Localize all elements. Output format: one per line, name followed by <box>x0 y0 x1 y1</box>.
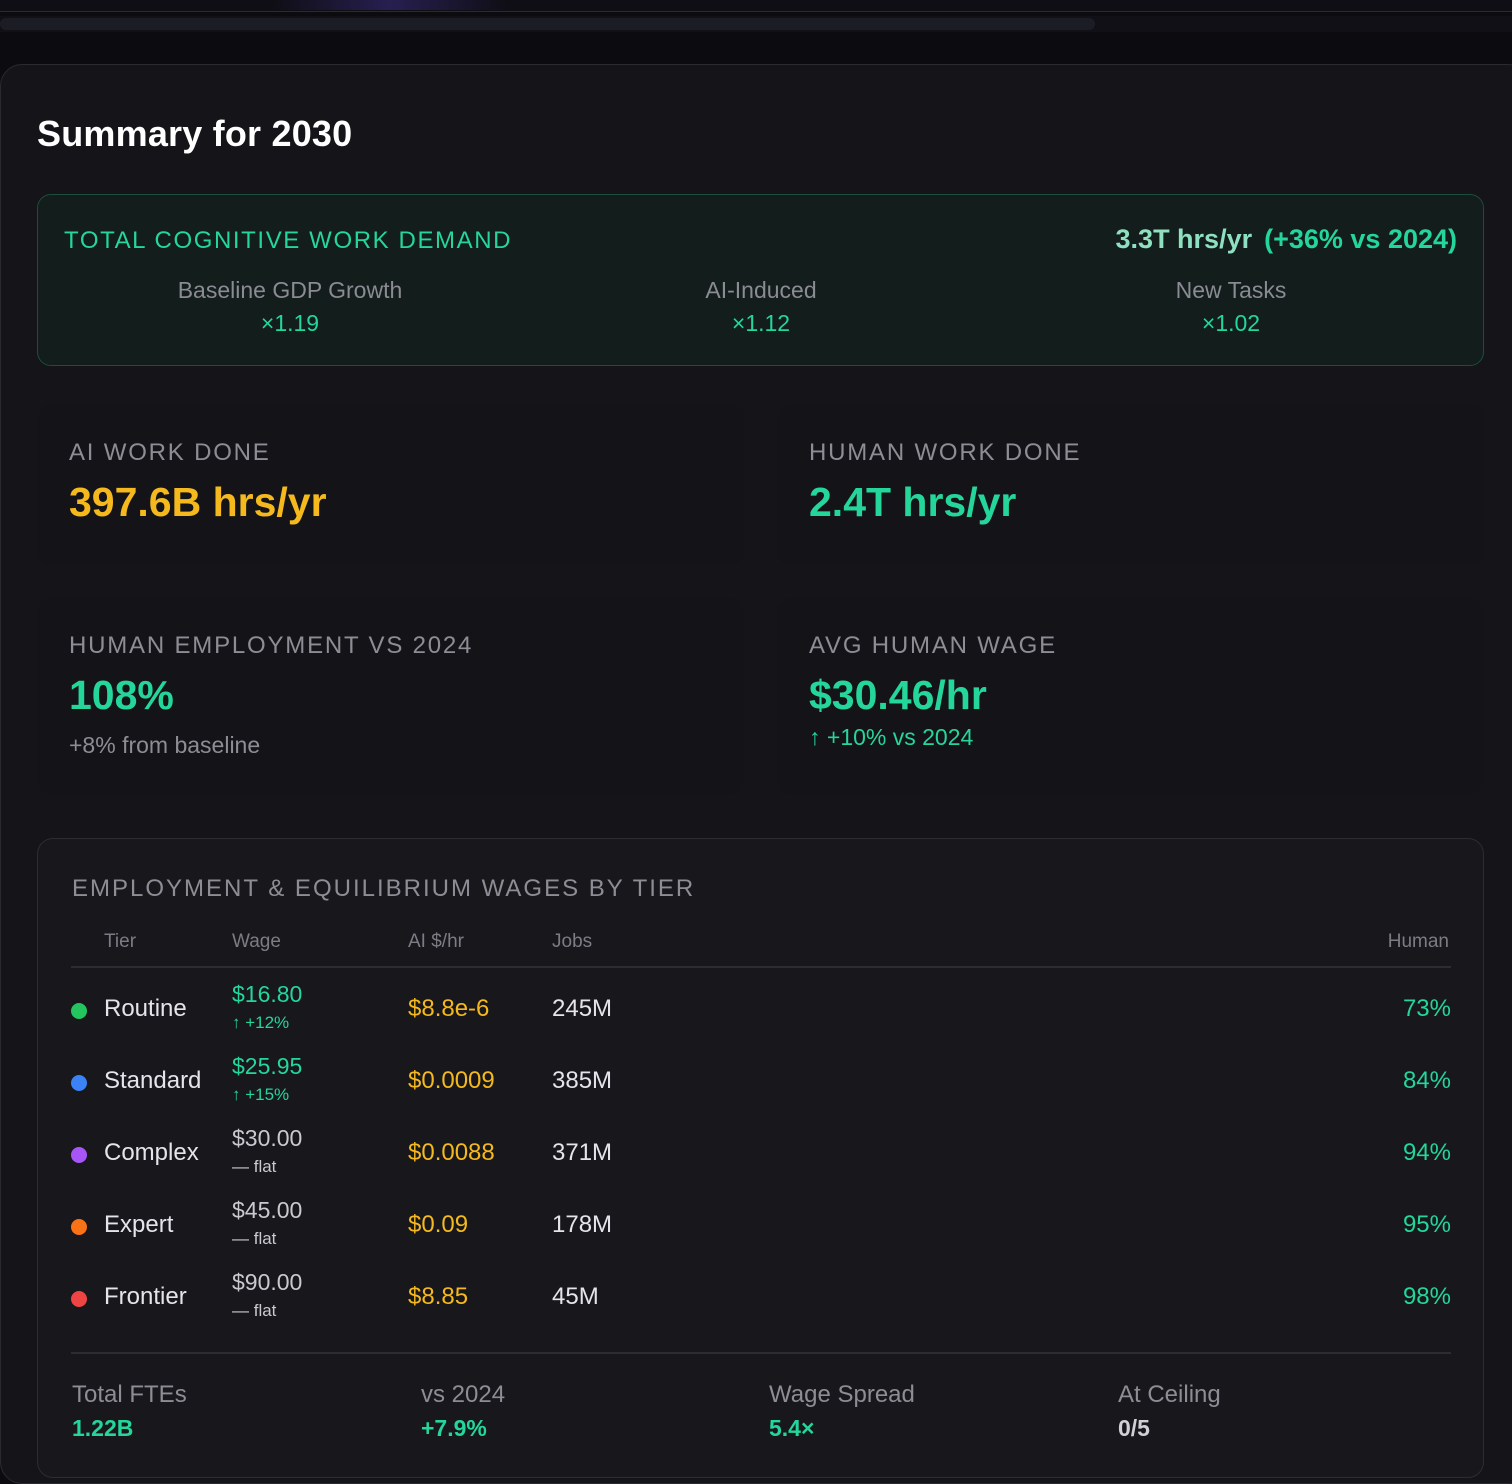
factor-label: AI-Induced <box>705 277 817 303</box>
footer-label: Wage Spread <box>769 1381 915 1408</box>
tier-wage-change: ↑ +15% <box>232 1085 290 1104</box>
avg-wage-label: AVG HUMAN WAGE <box>809 632 1057 659</box>
top-bar <box>0 0 1512 12</box>
demand-delta: (+36% vs 2024) <box>1264 224 1457 254</box>
footer-label: Total FTEs <box>72 1381 187 1408</box>
tier-jobs: 385M <box>552 1067 613 1094</box>
tier-ai-cost: $0.09 <box>408 1211 469 1238</box>
tier-wage: $25.95 <box>232 1053 303 1079</box>
scrollbar-thumb[interactable] <box>0 18 1095 30</box>
employment-card: HUMAN EMPLOYMENT VS 2024 108% +8% from b… <box>37 598 744 794</box>
factor-label: Baseline GDP Growth <box>177 277 403 303</box>
tier-wage-change: — flat <box>232 1301 277 1320</box>
tier-wage: $30.00 <box>232 1125 303 1151</box>
ai-work-card: AI WORK DONE 397.6B hrs/yr <box>37 405 744 565</box>
tier-row-standard: Standard $25.95 ↑ +15% $0.0009 385M 84% <box>38 1047 1485 1119</box>
tier-row-frontier: Frontier $90.00 — flat $8.85 45M 98% <box>38 1263 1485 1335</box>
footer-value: 5.4× <box>769 1415 815 1441</box>
demand-label: TOTAL COGNITIVE WORK DEMAND <box>64 227 513 254</box>
tier-wage-change: — flat <box>232 1229 277 1248</box>
footer-label: At Ceiling <box>1118 1381 1221 1408</box>
tier-jobs: 245M <box>552 995 613 1022</box>
tier-human-share: 98% <box>1402 1283 1451 1310</box>
tier-name: Expert <box>104 1211 174 1238</box>
tier-ai-cost: $0.0088 <box>408 1139 495 1166</box>
tier-jobs: 45M <box>552 1283 599 1310</box>
tier-color-dot-icon <box>71 1075 87 1091</box>
footer-label: vs 2024 <box>421 1381 506 1408</box>
tier-table-card: EMPLOYMENT & EQUILIBRIUM WAGES BY TIER T… <box>37 838 1484 1478</box>
footer-at-ceiling: At Ceiling 0/5 <box>1118 1381 1438 1442</box>
tier-jobs: 371M <box>552 1139 613 1166</box>
tier-row-complex: Complex $30.00 — flat $0.0088 371M 94% <box>38 1119 1485 1191</box>
header-human: Human <box>1387 931 1449 952</box>
footer-wage-spread: Wage Spread 5.4× <box>769 1381 1089 1442</box>
ai-work-value: 397.6B hrs/yr <box>69 479 327 525</box>
footer-value: 0/5 <box>1118 1415 1150 1441</box>
factor-baseline-gdp: Baseline GDP Growth ×1.19 <box>140 277 440 337</box>
tier-ai-cost: $8.8e-6 <box>408 995 490 1022</box>
footer-value: 1.22B <box>72 1415 134 1441</box>
tier-ai-cost: $8.85 <box>408 1283 469 1310</box>
top-bar-glow <box>270 0 510 10</box>
tier-name: Routine <box>104 995 187 1022</box>
tier-color-dot-icon <box>71 1147 87 1163</box>
employment-sub: +8% from baseline <box>69 732 261 758</box>
tier-row-routine: Routine $16.80 ↑ +12% $8.8e-6 245M 73% <box>38 975 1485 1047</box>
tier-jobs: 178M <box>552 1211 613 1238</box>
factor-new-tasks: New Tasks ×1.02 <box>1081 277 1381 337</box>
header-ai-cost: AI $/hr <box>408 931 464 952</box>
tier-human-share: 84% <box>1402 1067 1451 1094</box>
tier-color-dot-icon <box>71 1003 87 1019</box>
tier-color-dot-icon <box>71 1291 87 1307</box>
avg-wage-card: AVG HUMAN WAGE $30.46/hr ↑ +10% vs 2024 <box>777 598 1484 794</box>
avg-wage-value: $30.46/hr <box>809 672 987 718</box>
tier-human-share: 95% <box>1402 1211 1451 1238</box>
tier-ai-cost: $0.0009 <box>408 1067 495 1094</box>
demand-card: TOTAL COGNITIVE WORK DEMAND 3.3T hrs/yr (… <box>37 194 1484 366</box>
ai-work-label: AI WORK DONE <box>69 439 271 466</box>
header-divider <box>71 966 1451 968</box>
page-title: Summary for 2030 <box>37 113 353 154</box>
tier-wage: $45.00 <box>232 1197 303 1223</box>
footer-divider <box>71 1352 1451 1354</box>
human-work-value: 2.4T hrs/yr <box>809 479 1017 525</box>
demand-value: 3.3T hrs/yr <box>1115 224 1253 254</box>
factor-ai-induced: AI-Induced ×1.12 <box>611 277 911 337</box>
employment-label: HUMAN EMPLOYMENT VS 2024 <box>69 632 474 659</box>
human-work-card: HUMAN WORK DONE 2.4T hrs/yr <box>777 405 1484 565</box>
tier-name: Complex <box>104 1139 199 1166</box>
factor-value: ×1.12 <box>731 310 791 336</box>
tier-wage-change: ↑ +12% <box>232 1013 290 1032</box>
tier-human-share: 73% <box>1402 995 1451 1022</box>
header-tier: Tier <box>104 931 137 952</box>
footer-total-ftes: Total FTEs 1.22B <box>72 1381 392 1442</box>
tier-name: Standard <box>104 1067 202 1094</box>
header-jobs: Jobs <box>552 931 593 952</box>
tier-row-expert: Expert $45.00 — flat $0.09 178M 95% <box>38 1191 1485 1263</box>
tier-wage: $90.00 <box>232 1269 303 1295</box>
avg-wage-sub: ↑ +10% vs 2024 <box>809 724 974 750</box>
horizontal-scrollbar[interactable] <box>0 16 1512 32</box>
factor-value: ×1.02 <box>1201 310 1261 336</box>
factor-value: ×1.19 <box>260 310 320 336</box>
human-work-label: HUMAN WORK DONE <box>809 439 1082 466</box>
header-wage: Wage <box>232 931 281 952</box>
footer-value: +7.9% <box>421 1415 487 1441</box>
tier-name: Frontier <box>104 1283 187 1310</box>
demand-value-group: 3.3T hrs/yr (+36% vs 2024) <box>1116 224 1457 255</box>
tier-wage-change: — flat <box>232 1157 277 1176</box>
footer-vs-2024: vs 2024 +7.9% <box>421 1381 741 1442</box>
factor-label: New Tasks <box>1175 277 1287 303</box>
employment-value: 108% <box>69 672 174 718</box>
tier-color-dot-icon <box>71 1219 87 1235</box>
tier-wage: $16.80 <box>232 981 303 1007</box>
tier-table-title: EMPLOYMENT & EQUILIBRIUM WAGES BY TIER <box>72 875 696 902</box>
tier-human-share: 94% <box>1402 1139 1451 1166</box>
